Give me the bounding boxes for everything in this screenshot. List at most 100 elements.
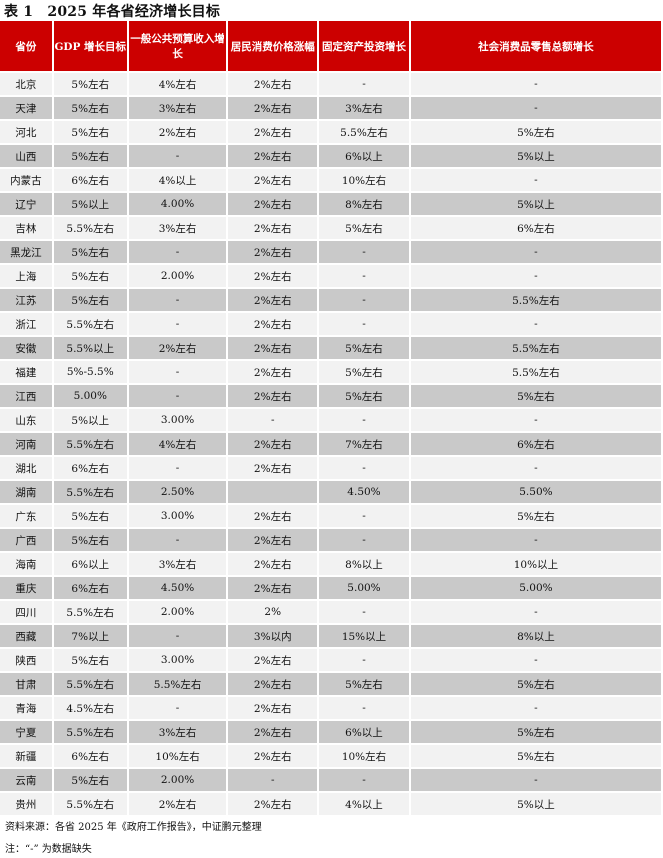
table-title: 表 1 2025 年各省经济增长目标: [4, 4, 221, 20]
cell-budget-revenue: -: [128, 457, 227, 479]
header-province: 省份: [0, 21, 52, 71]
cell-province: 新疆: [0, 745, 52, 767]
cell-retail-sales: -: [410, 529, 661, 551]
cell-cpi: 2%: [228, 601, 318, 623]
cell-province: 天津: [0, 97, 52, 119]
cell-gdp: 5.5%左右: [53, 721, 127, 743]
cell-cpi: 2%左右: [228, 121, 318, 143]
cell-fixed-investment: -: [319, 505, 409, 527]
cell-retail-sales: -: [410, 697, 661, 719]
cell-province: 湖南: [0, 481, 52, 503]
cell-province: 内蒙古: [0, 169, 52, 191]
cell-budget-revenue: 3%左右: [128, 721, 227, 743]
table-row: 河南 5.5%左右 4%左右 2%左右 7%左右 6%左右: [0, 433, 661, 455]
cell-gdp: 5%左右: [53, 505, 127, 527]
cell-province: 广西: [0, 529, 52, 551]
cell-province: 山东: [0, 409, 52, 431]
cell-gdp: 5%左右: [53, 241, 127, 263]
cell-budget-revenue: 2.00%: [128, 769, 227, 791]
growth-targets-table: 省份 GDP 增长目标 一般公共预算收入增长 居民消费价格涨幅 固定资产投资增长…: [0, 19, 663, 817]
cell-province: 青海: [0, 697, 52, 719]
cell-fixed-investment: 5.5%左右: [319, 121, 409, 143]
cell-budget-revenue: 4%左右: [128, 73, 227, 95]
cell-retail-sales: 5.5%左右: [410, 289, 661, 311]
cell-cpi: 2%左右: [228, 529, 318, 551]
cell-cpi: 2%左右: [228, 361, 318, 383]
cell-budget-revenue: 2%左右: [128, 121, 227, 143]
cell-retail-sales: 8%以上: [410, 625, 661, 647]
cell-gdp: 6%左右: [53, 169, 127, 191]
cell-retail-sales: -: [410, 409, 661, 431]
cell-cpi: 2%左右: [228, 793, 318, 815]
cell-cpi: 2%左右: [228, 193, 318, 215]
cell-gdp: 5.5%左右: [53, 433, 127, 455]
cell-retail-sales: -: [410, 265, 661, 287]
cell-fixed-investment: 10%左右: [319, 745, 409, 767]
cell-gdp: 5%左右: [53, 73, 127, 95]
cell-province: 江西: [0, 385, 52, 407]
cell-retail-sales: 5.00%: [410, 577, 661, 599]
cell-cpi: 2%左右: [228, 649, 318, 671]
cell-fixed-investment: 5%左右: [319, 361, 409, 383]
cell-retail-sales: 5%左右: [410, 745, 661, 767]
cell-fixed-investment: 10%左右: [319, 169, 409, 191]
cell-gdp: 5%左右: [53, 121, 127, 143]
cell-gdp: 5%左右: [53, 265, 127, 287]
table-row: 广东 5%左右 3.00% 2%左右 -5%左右: [0, 505, 661, 527]
table-row: 上海 5%左右 2.00% 2%左右 - -: [0, 265, 661, 287]
cell-gdp: 5.5%左右: [53, 481, 127, 503]
cell-budget-revenue: 3%左右: [128, 217, 227, 239]
cell-gdp: 6%左右: [53, 457, 127, 479]
cell-province: 河南: [0, 433, 52, 455]
cell-province: 广东: [0, 505, 52, 527]
cell-retail-sales: 5.50%: [410, 481, 661, 503]
cell-cpi: 3%以内: [228, 625, 318, 647]
cell-cpi: 2%左右: [228, 289, 318, 311]
cell-budget-revenue: 4%左右: [128, 433, 227, 455]
cell-retail-sales: 10%以上: [410, 553, 661, 575]
cell-gdp: 6%左右: [53, 745, 127, 767]
cell-retail-sales: -: [410, 601, 661, 623]
cell-gdp: 5%以上: [53, 193, 127, 215]
cell-cpi: 2%左右: [228, 265, 318, 287]
cell-fixed-investment: 6%以上: [319, 145, 409, 167]
cell-fixed-investment: 8%左右: [319, 193, 409, 215]
table-row: 吉林 5.5%左右 3%左右 2%左右 5%左右 6%左右: [0, 217, 661, 239]
cell-gdp: 5.5%左右: [53, 673, 127, 695]
table-row: 辽宁 5%以上 4.00% 2%左右 8%左右 5%以上: [0, 193, 661, 215]
cell-budget-revenue: 4.00%: [128, 193, 227, 215]
cell-cpi: 2%左右: [228, 169, 318, 191]
table-row: 天津 5%左右 3%左右 2%左右 3%左右 -: [0, 97, 661, 119]
cell-cpi: 2%左右: [228, 505, 318, 527]
cell-fixed-investment: 3%左右: [319, 97, 409, 119]
table-row: 湖北 6%左右 -2%左右 - -: [0, 457, 661, 479]
cell-fixed-investment: 4%以上: [319, 793, 409, 815]
cell-cpi: 2%左右: [228, 721, 318, 743]
table-row: 黑龙江 5%左右 -2%左右 - -: [0, 241, 661, 263]
cell-province: 北京: [0, 73, 52, 95]
cell-retail-sales: -: [410, 73, 661, 95]
cell-cpi: 2%左右: [228, 457, 318, 479]
table-row: 山西 5%左右 -2%左右 6%以上 5%以上: [0, 145, 661, 167]
cell-province: 浙江: [0, 313, 52, 335]
cell-retail-sales: 5%左右: [410, 673, 661, 695]
cell-retail-sales: 5%以上: [410, 793, 661, 815]
cell-fixed-investment: -: [319, 289, 409, 311]
cell-budget-revenue: 4.50%: [128, 577, 227, 599]
cell-budget-revenue: 2%左右: [128, 793, 227, 815]
cell-fixed-investment: -: [319, 529, 409, 551]
cell-budget-revenue: 3.00%: [128, 409, 227, 431]
cell-province: 黑龙江: [0, 241, 52, 263]
cell-budget-revenue: 3%左右: [128, 553, 227, 575]
cell-fixed-investment: -: [319, 409, 409, 431]
cell-cpi: 2%左右: [228, 433, 318, 455]
cell-retail-sales: -: [410, 457, 661, 479]
cell-gdp: 5%左右: [53, 97, 127, 119]
cell-retail-sales: -: [410, 241, 661, 263]
cell-province: 西藏: [0, 625, 52, 647]
cell-budget-revenue: -: [128, 385, 227, 407]
cell-budget-revenue: -: [128, 241, 227, 263]
cell-cpi: 2%左右: [228, 553, 318, 575]
cell-fixed-investment: 5%左右: [319, 385, 409, 407]
cell-gdp: 5%-5.5%: [53, 361, 127, 383]
